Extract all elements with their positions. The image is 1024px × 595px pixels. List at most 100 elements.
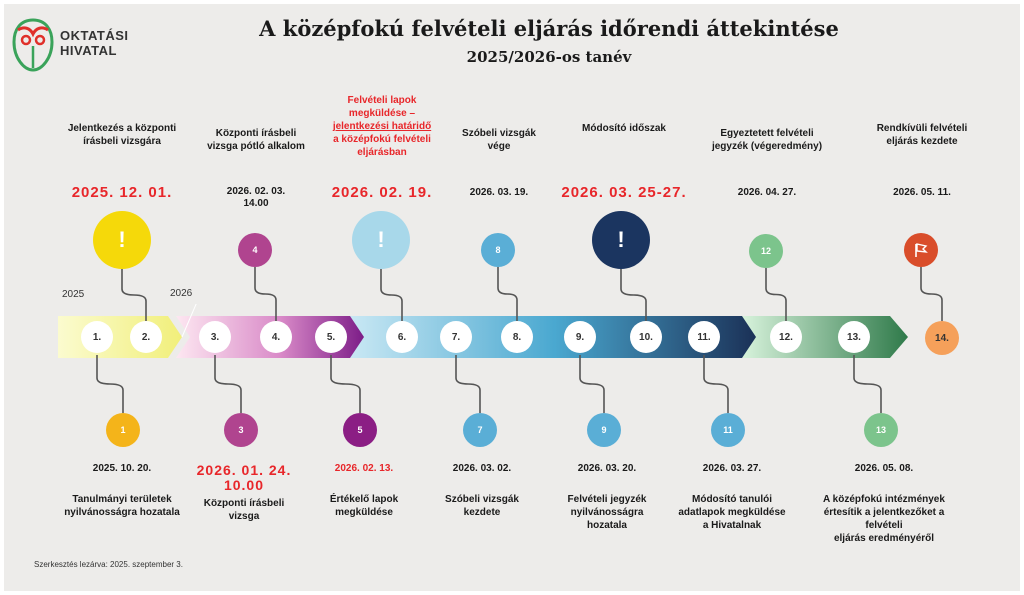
top-event-7-label-line: eljárás kezdete xyxy=(886,136,958,147)
top-event-7-label-line: Rendkívüli felvételi xyxy=(876,123,968,134)
bottom-event-2-label-line: vizsga xyxy=(228,511,260,522)
top-event-6-label-line: Egyeztetett felvételi xyxy=(720,128,814,139)
bottom-connector-1 xyxy=(96,355,124,413)
bottom-event-3-label-line: Értékelő lapok xyxy=(329,494,399,505)
top-event-3-label-line: Felvételi lapok xyxy=(347,95,417,106)
bottom-event-6-date: 2026. 03. 27. xyxy=(702,463,762,474)
timeline-node-8: 8. xyxy=(501,321,533,353)
bottom-event-3-label-line: megküldése xyxy=(335,507,393,518)
top-connector-4 xyxy=(497,267,518,321)
canvas: OKTATÁSI HIVATAL A középfokú felvételi e… xyxy=(4,4,1020,591)
alert-marker: ! xyxy=(592,211,650,269)
bottom-connector-2 xyxy=(214,355,242,413)
timeline-node-2: 2. xyxy=(130,321,162,353)
top-event-4-label-line: Szóbeli vizsgák xyxy=(462,128,536,139)
timeline-node-13: 13. xyxy=(838,321,870,353)
marker-3: 3 xyxy=(224,413,258,447)
timeline-node-3: 3. xyxy=(199,321,231,353)
top-connector-2 xyxy=(254,267,277,321)
logo-line-1: OKTATÁSI xyxy=(60,28,129,43)
bottom-event-4-label-line: kezdete xyxy=(463,507,501,518)
timeline-node-1: 1. xyxy=(81,321,113,353)
page-subtitle: 2025/2026-os tanév xyxy=(466,48,632,66)
top-event-4-date: 2026. 03. 19. xyxy=(469,187,529,198)
timeline-node-9: 9. xyxy=(564,321,596,353)
top-event-1-label-line: írásbeli vizsgára xyxy=(83,136,161,147)
bottom-connector-7 xyxy=(853,355,882,413)
top-event-2-label-line: Központi írásbeli xyxy=(215,128,297,139)
bottom-connector-5 xyxy=(579,355,605,413)
top-event-4-label-line: vége xyxy=(487,141,511,152)
bottom-event-7-date: 2026. 05. 08. xyxy=(854,463,914,474)
bottom-connector-4 xyxy=(455,355,481,413)
marker-12: 12 xyxy=(749,234,783,268)
top-event-5-label-line: Módosító időszak xyxy=(582,123,666,134)
bottom-event-2-date: 2026. 01. 24. xyxy=(196,462,292,478)
bottom-event-1-label-line: nyilvánosságra hozatala xyxy=(64,507,180,518)
top-event-6-label-line: jegyzék (végeredmény) xyxy=(711,141,823,152)
timeline-node-12: 12. xyxy=(770,321,802,353)
top-event-1-label-line: Jelentkezés a központi xyxy=(67,123,177,134)
timeline-node-10: 10. xyxy=(630,321,662,353)
bottom-event-5-label-line: hozatala xyxy=(586,520,627,531)
top-event-5-date: 2026. 03. 25-27. xyxy=(561,184,687,201)
timeline-node-14: 14. xyxy=(925,321,959,355)
top-event-6-date: 2026. 04. 27. xyxy=(737,187,797,198)
bottom-event-5-label-line: Felvételi jegyzék xyxy=(567,494,647,505)
logo-text: OKTATÁSI HIVATAL xyxy=(60,28,129,58)
marker-5: 5 xyxy=(343,413,377,447)
bottom-event-1-label-line: Tanulmányi területek xyxy=(72,494,172,505)
top-connector-7 xyxy=(920,267,943,321)
alert-marker: ! xyxy=(93,211,151,269)
top-connector-5 xyxy=(620,269,647,321)
bottom-event-5-label-line: nyilvánosságra xyxy=(570,507,644,518)
top-event-3-label-line: megküldése – xyxy=(348,108,416,119)
bottom-connector-6 xyxy=(703,355,729,413)
top-event-3-date: 2026. 02. 19. xyxy=(331,184,433,201)
bottom-event-7-label-line: eljárás eredményéről xyxy=(833,533,935,544)
year-2025-label: 2025 xyxy=(62,289,85,300)
bottom-event-1-date: 2025. 10. 20. xyxy=(92,463,152,474)
timeline-node-4: 4. xyxy=(260,321,292,353)
timeline-node-7: 7. xyxy=(440,321,472,353)
page-title: A középfokú felvételi eljárás időrendi á… xyxy=(259,16,839,41)
bottom-event-6-label-line: adatlapok megküldése xyxy=(678,507,786,518)
marker-4: 4 xyxy=(238,233,272,267)
bottom-event-4-label-line: Szóbeli vizsgák xyxy=(445,494,519,505)
logo-line-2: HIVATAL xyxy=(60,43,117,58)
top-connector-3 xyxy=(380,269,403,321)
marker-8: 8 xyxy=(481,233,515,267)
owl-logo-icon xyxy=(12,18,54,72)
top-event-3-label-line: a középfokú felvételi xyxy=(333,134,431,145)
top-event-3-label-line: eljárásban xyxy=(357,147,407,158)
top-event-2-label-line: vizsga pótló alkalom xyxy=(207,141,305,152)
timeline-node-5: 5. xyxy=(315,321,347,353)
timeline-node-11: 11. xyxy=(688,321,720,353)
marker-9: 9 xyxy=(587,413,621,447)
top-event-2-date: 14.00 xyxy=(243,198,269,209)
footer-note: Szerkesztés lezárva: 2025. szeptember 3. xyxy=(34,560,183,569)
bottom-connector-3 xyxy=(330,355,361,413)
bottom-event-3-date: 2026. 02. 13. xyxy=(334,463,394,474)
marker-11: 11 xyxy=(711,413,745,447)
bottom-event-4-date: 2026. 03. 02. xyxy=(452,463,512,474)
flag-marker xyxy=(904,233,938,267)
bottom-event-2-date: 10.00 xyxy=(223,477,265,493)
year-2026-label: 2026 xyxy=(170,288,193,299)
top-connector-1 xyxy=(121,269,147,321)
timeline-node-6: 6. xyxy=(386,321,418,353)
flag-icon xyxy=(915,243,928,257)
top-event-7-date: 2026. 05. 11. xyxy=(893,187,951,198)
top-event-3-label-line: jelentkezési határidő xyxy=(332,121,432,132)
marker-1: 1 xyxy=(106,413,140,447)
bottom-event-7-label-line: A középfokú intézmények xyxy=(823,494,945,505)
bottom-event-7-label-line: felvételi xyxy=(865,520,903,531)
bottom-event-7-label-line: értesítik a jelentkezőket a xyxy=(823,507,945,518)
top-event-1-date: 2025. 12. 01. xyxy=(71,184,173,201)
bottom-event-6-label-line: Módosító tanulói xyxy=(692,494,772,505)
bottom-event-2-label-line: Központi írásbeli xyxy=(203,498,285,509)
connector-lines xyxy=(96,267,943,413)
top-connector-6 xyxy=(765,268,787,321)
marker-7: 7 xyxy=(463,413,497,447)
